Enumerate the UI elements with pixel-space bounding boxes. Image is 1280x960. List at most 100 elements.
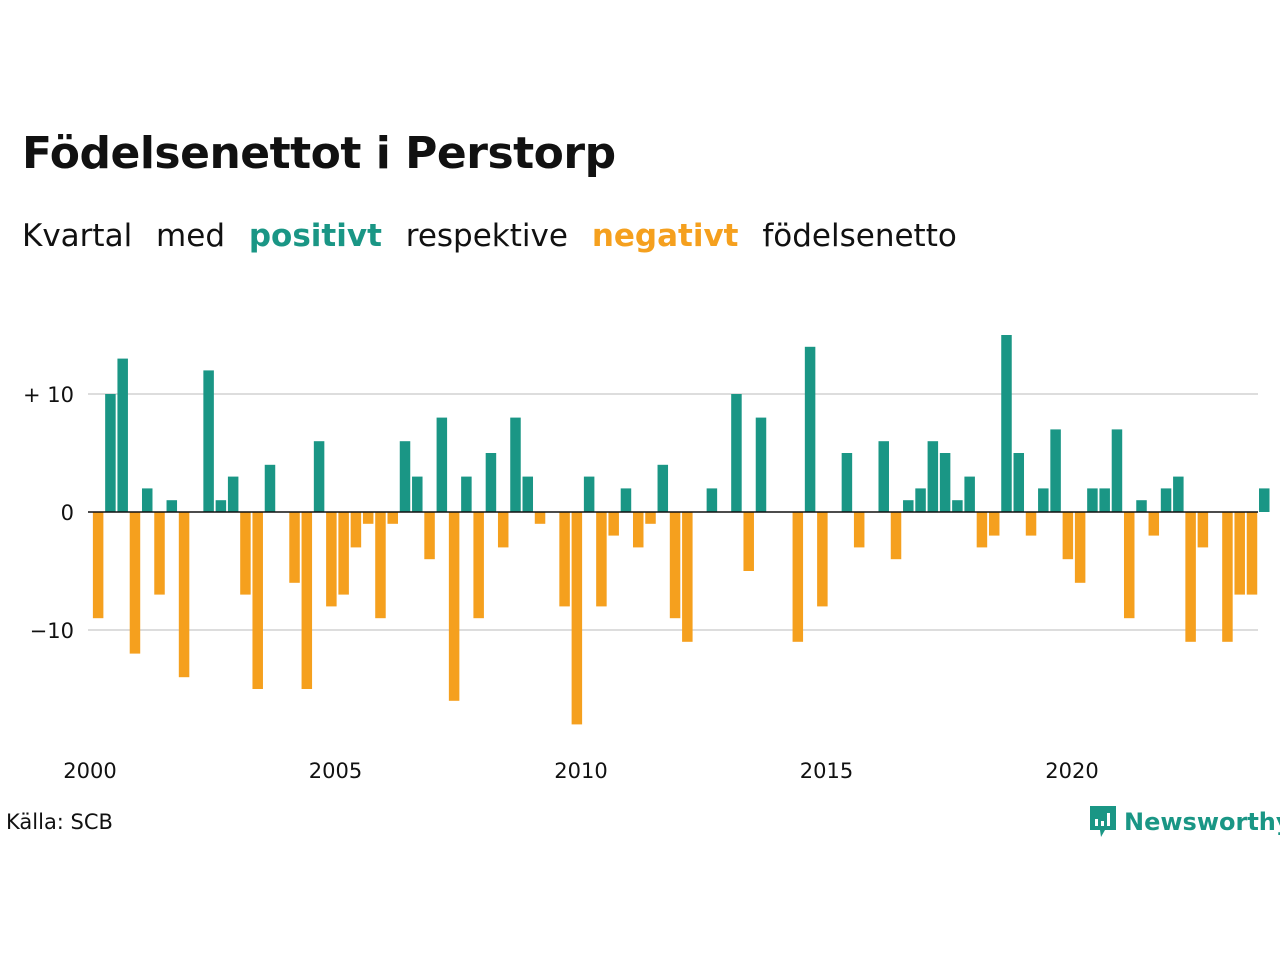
x-tick-label: 2020 xyxy=(1045,759,1098,783)
bar xyxy=(608,512,619,536)
bar xyxy=(976,512,988,548)
bar xyxy=(964,476,975,512)
bar xyxy=(952,500,963,512)
bar xyxy=(313,441,325,512)
bar xyxy=(1074,512,1086,583)
bar xyxy=(399,441,411,512)
bar xyxy=(571,512,583,725)
bar xyxy=(1062,512,1074,560)
bar xyxy=(583,476,595,512)
bar xyxy=(706,488,718,512)
subtitle-word: respektive xyxy=(405,218,568,254)
chart-subtitle: Kvartal med positivt respektive negativt… xyxy=(22,218,971,254)
brand-name: Newsworthy xyxy=(1124,808,1280,836)
bar xyxy=(510,417,521,512)
newsworthy-logo: Newsworthy xyxy=(1088,804,1280,840)
bar xyxy=(988,512,1000,536)
bar xyxy=(252,512,263,689)
bar xyxy=(743,512,754,571)
subtitle-word: med xyxy=(156,218,225,254)
bar xyxy=(890,512,902,560)
bar xyxy=(1222,512,1233,642)
bar xyxy=(682,512,693,642)
bar xyxy=(497,512,509,548)
bar xyxy=(1087,488,1098,512)
bar xyxy=(129,512,141,654)
bar xyxy=(1123,512,1135,619)
bar xyxy=(903,500,914,512)
bar xyxy=(853,512,865,548)
source-note: Källa: SCB xyxy=(6,810,113,834)
bar xyxy=(289,512,300,583)
bar xyxy=(645,512,656,524)
bar xyxy=(1197,512,1209,548)
bar xyxy=(1001,335,1012,512)
bar xyxy=(755,417,767,512)
y-tick-label: 0 xyxy=(61,501,74,525)
bar xyxy=(424,512,435,560)
bar xyxy=(240,512,251,595)
subtitle-negative-label: negativt xyxy=(591,218,739,254)
bar xyxy=(596,512,607,607)
bar xyxy=(105,394,116,512)
bar xyxy=(1148,512,1160,536)
bar xyxy=(1013,453,1025,512)
bar xyxy=(657,464,669,512)
bar xyxy=(620,488,632,512)
x-tick-label: 2015 xyxy=(800,759,853,783)
bar xyxy=(473,512,484,619)
bar xyxy=(461,476,472,512)
bar xyxy=(166,500,178,512)
bar xyxy=(841,453,853,512)
bar xyxy=(522,476,534,512)
bar xyxy=(1259,488,1270,512)
bar xyxy=(804,346,816,512)
bar xyxy=(927,441,939,512)
bar xyxy=(485,453,497,512)
x-tick-label: 2010 xyxy=(554,759,607,783)
bar xyxy=(534,512,546,524)
bar xyxy=(412,476,423,512)
bar xyxy=(632,512,644,548)
bar xyxy=(387,512,398,524)
bar xyxy=(1025,512,1037,536)
bar xyxy=(178,512,190,678)
bar xyxy=(92,512,104,619)
chart-title: Födelsenettot i Perstorp xyxy=(22,128,616,179)
bar xyxy=(215,500,227,512)
bar xyxy=(669,512,681,619)
bar xyxy=(326,512,337,607)
bar xyxy=(878,441,889,512)
bar xyxy=(350,512,362,548)
y-tick-label: + 10 xyxy=(23,383,74,407)
bar xyxy=(1185,512,1196,642)
bar xyxy=(1160,488,1172,512)
bar xyxy=(375,512,386,619)
bar xyxy=(559,512,570,607)
bar xyxy=(1173,476,1184,512)
x-tick-label: 2000 xyxy=(63,759,116,783)
subtitle-word: Kvartal xyxy=(22,218,133,254)
bar xyxy=(792,512,804,642)
bar xyxy=(203,370,214,512)
bar xyxy=(1038,488,1049,512)
bar xyxy=(1136,500,1147,512)
bar xyxy=(1111,429,1123,512)
bar xyxy=(436,417,448,512)
bar xyxy=(117,358,128,512)
bar xyxy=(915,488,926,512)
bar-chart-speech-bubble-icon xyxy=(1090,806,1116,837)
y-tick-label: −10 xyxy=(30,619,74,643)
bar xyxy=(731,394,742,512)
subtitle-word: födelsenetto xyxy=(762,218,957,254)
bar xyxy=(1234,512,1245,595)
bar xyxy=(227,476,239,512)
bar xyxy=(264,464,276,512)
bar xyxy=(817,512,828,607)
bar xyxy=(141,488,153,512)
bar-chart: + 10 0 −10 2000 2005 2010 2015 2020 xyxy=(23,335,1270,783)
bar xyxy=(1099,488,1110,512)
bar xyxy=(448,512,460,701)
bar xyxy=(154,512,165,595)
bar xyxy=(338,512,349,595)
